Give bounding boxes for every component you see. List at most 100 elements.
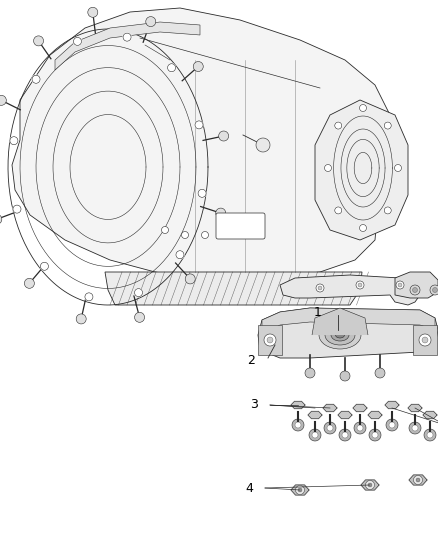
Circle shape — [34, 36, 43, 46]
Circle shape — [267, 337, 273, 343]
Circle shape — [357, 425, 363, 431]
Polygon shape — [423, 411, 437, 418]
Circle shape — [384, 122, 391, 129]
Polygon shape — [258, 308, 438, 358]
Polygon shape — [280, 275, 420, 305]
Bar — [258, 325, 282, 355]
Circle shape — [0, 214, 2, 224]
Circle shape — [365, 481, 374, 489]
Circle shape — [312, 432, 318, 438]
Circle shape — [74, 37, 81, 45]
Circle shape — [369, 429, 381, 441]
Ellipse shape — [325, 325, 355, 345]
Circle shape — [201, 231, 208, 238]
Polygon shape — [262, 308, 435, 335]
Circle shape — [316, 284, 324, 292]
Ellipse shape — [319, 321, 361, 349]
Circle shape — [76, 314, 86, 324]
Circle shape — [419, 334, 431, 346]
Circle shape — [193, 61, 203, 71]
Circle shape — [340, 371, 350, 381]
Circle shape — [0, 95, 6, 106]
Circle shape — [324, 422, 336, 434]
Circle shape — [198, 189, 206, 197]
Circle shape — [342, 432, 348, 438]
Circle shape — [384, 207, 391, 214]
Text: 1: 1 — [314, 305, 322, 319]
Circle shape — [427, 432, 433, 438]
Circle shape — [432, 287, 438, 293]
Circle shape — [410, 285, 420, 295]
Circle shape — [327, 425, 333, 431]
Polygon shape — [368, 411, 382, 418]
Circle shape — [413, 287, 417, 293]
Circle shape — [395, 165, 402, 172]
FancyBboxPatch shape — [216, 213, 265, 239]
Circle shape — [134, 312, 145, 322]
Circle shape — [335, 122, 342, 129]
Circle shape — [296, 486, 304, 495]
Polygon shape — [291, 485, 309, 495]
Circle shape — [134, 288, 142, 296]
Circle shape — [358, 283, 362, 287]
Circle shape — [386, 419, 398, 431]
Circle shape — [13, 205, 21, 213]
Polygon shape — [105, 272, 362, 305]
Circle shape — [360, 224, 367, 231]
Circle shape — [339, 429, 351, 441]
Polygon shape — [361, 480, 379, 490]
Circle shape — [375, 368, 385, 378]
Circle shape — [325, 165, 332, 172]
Circle shape — [295, 422, 301, 428]
Circle shape — [88, 7, 98, 17]
Text: 2: 2 — [247, 353, 255, 367]
Circle shape — [181, 231, 188, 238]
Bar — [413, 325, 437, 355]
Circle shape — [195, 121, 203, 129]
Circle shape — [185, 274, 195, 284]
Circle shape — [335, 207, 342, 214]
Circle shape — [162, 227, 169, 233]
Polygon shape — [395, 272, 438, 298]
Circle shape — [168, 64, 176, 72]
Polygon shape — [385, 401, 399, 409]
Circle shape — [298, 488, 302, 492]
Circle shape — [32, 75, 40, 83]
Circle shape — [264, 334, 276, 346]
Circle shape — [10, 136, 18, 144]
Circle shape — [25, 278, 34, 288]
Circle shape — [368, 483, 372, 487]
Circle shape — [372, 432, 378, 438]
Polygon shape — [308, 411, 322, 418]
Circle shape — [424, 429, 436, 441]
Circle shape — [85, 293, 93, 301]
Circle shape — [216, 208, 226, 218]
Text: 4: 4 — [245, 481, 253, 495]
Polygon shape — [409, 475, 427, 485]
Circle shape — [409, 422, 421, 434]
Polygon shape — [353, 405, 367, 411]
Circle shape — [219, 131, 229, 141]
Circle shape — [422, 337, 428, 343]
Polygon shape — [323, 405, 337, 411]
Circle shape — [412, 425, 418, 431]
Circle shape — [292, 419, 304, 431]
Ellipse shape — [336, 332, 345, 338]
Circle shape — [416, 478, 420, 482]
Polygon shape — [338, 411, 352, 418]
Circle shape — [430, 285, 438, 295]
Circle shape — [123, 33, 131, 41]
Circle shape — [305, 368, 315, 378]
Polygon shape — [315, 100, 408, 240]
Polygon shape — [12, 8, 395, 278]
Polygon shape — [55, 22, 200, 70]
Polygon shape — [291, 401, 305, 409]
Circle shape — [354, 422, 366, 434]
Polygon shape — [408, 405, 422, 411]
Circle shape — [360, 104, 367, 111]
Text: 3: 3 — [250, 399, 258, 411]
Circle shape — [309, 429, 321, 441]
Circle shape — [176, 251, 184, 259]
Circle shape — [256, 138, 270, 152]
Circle shape — [356, 281, 364, 289]
